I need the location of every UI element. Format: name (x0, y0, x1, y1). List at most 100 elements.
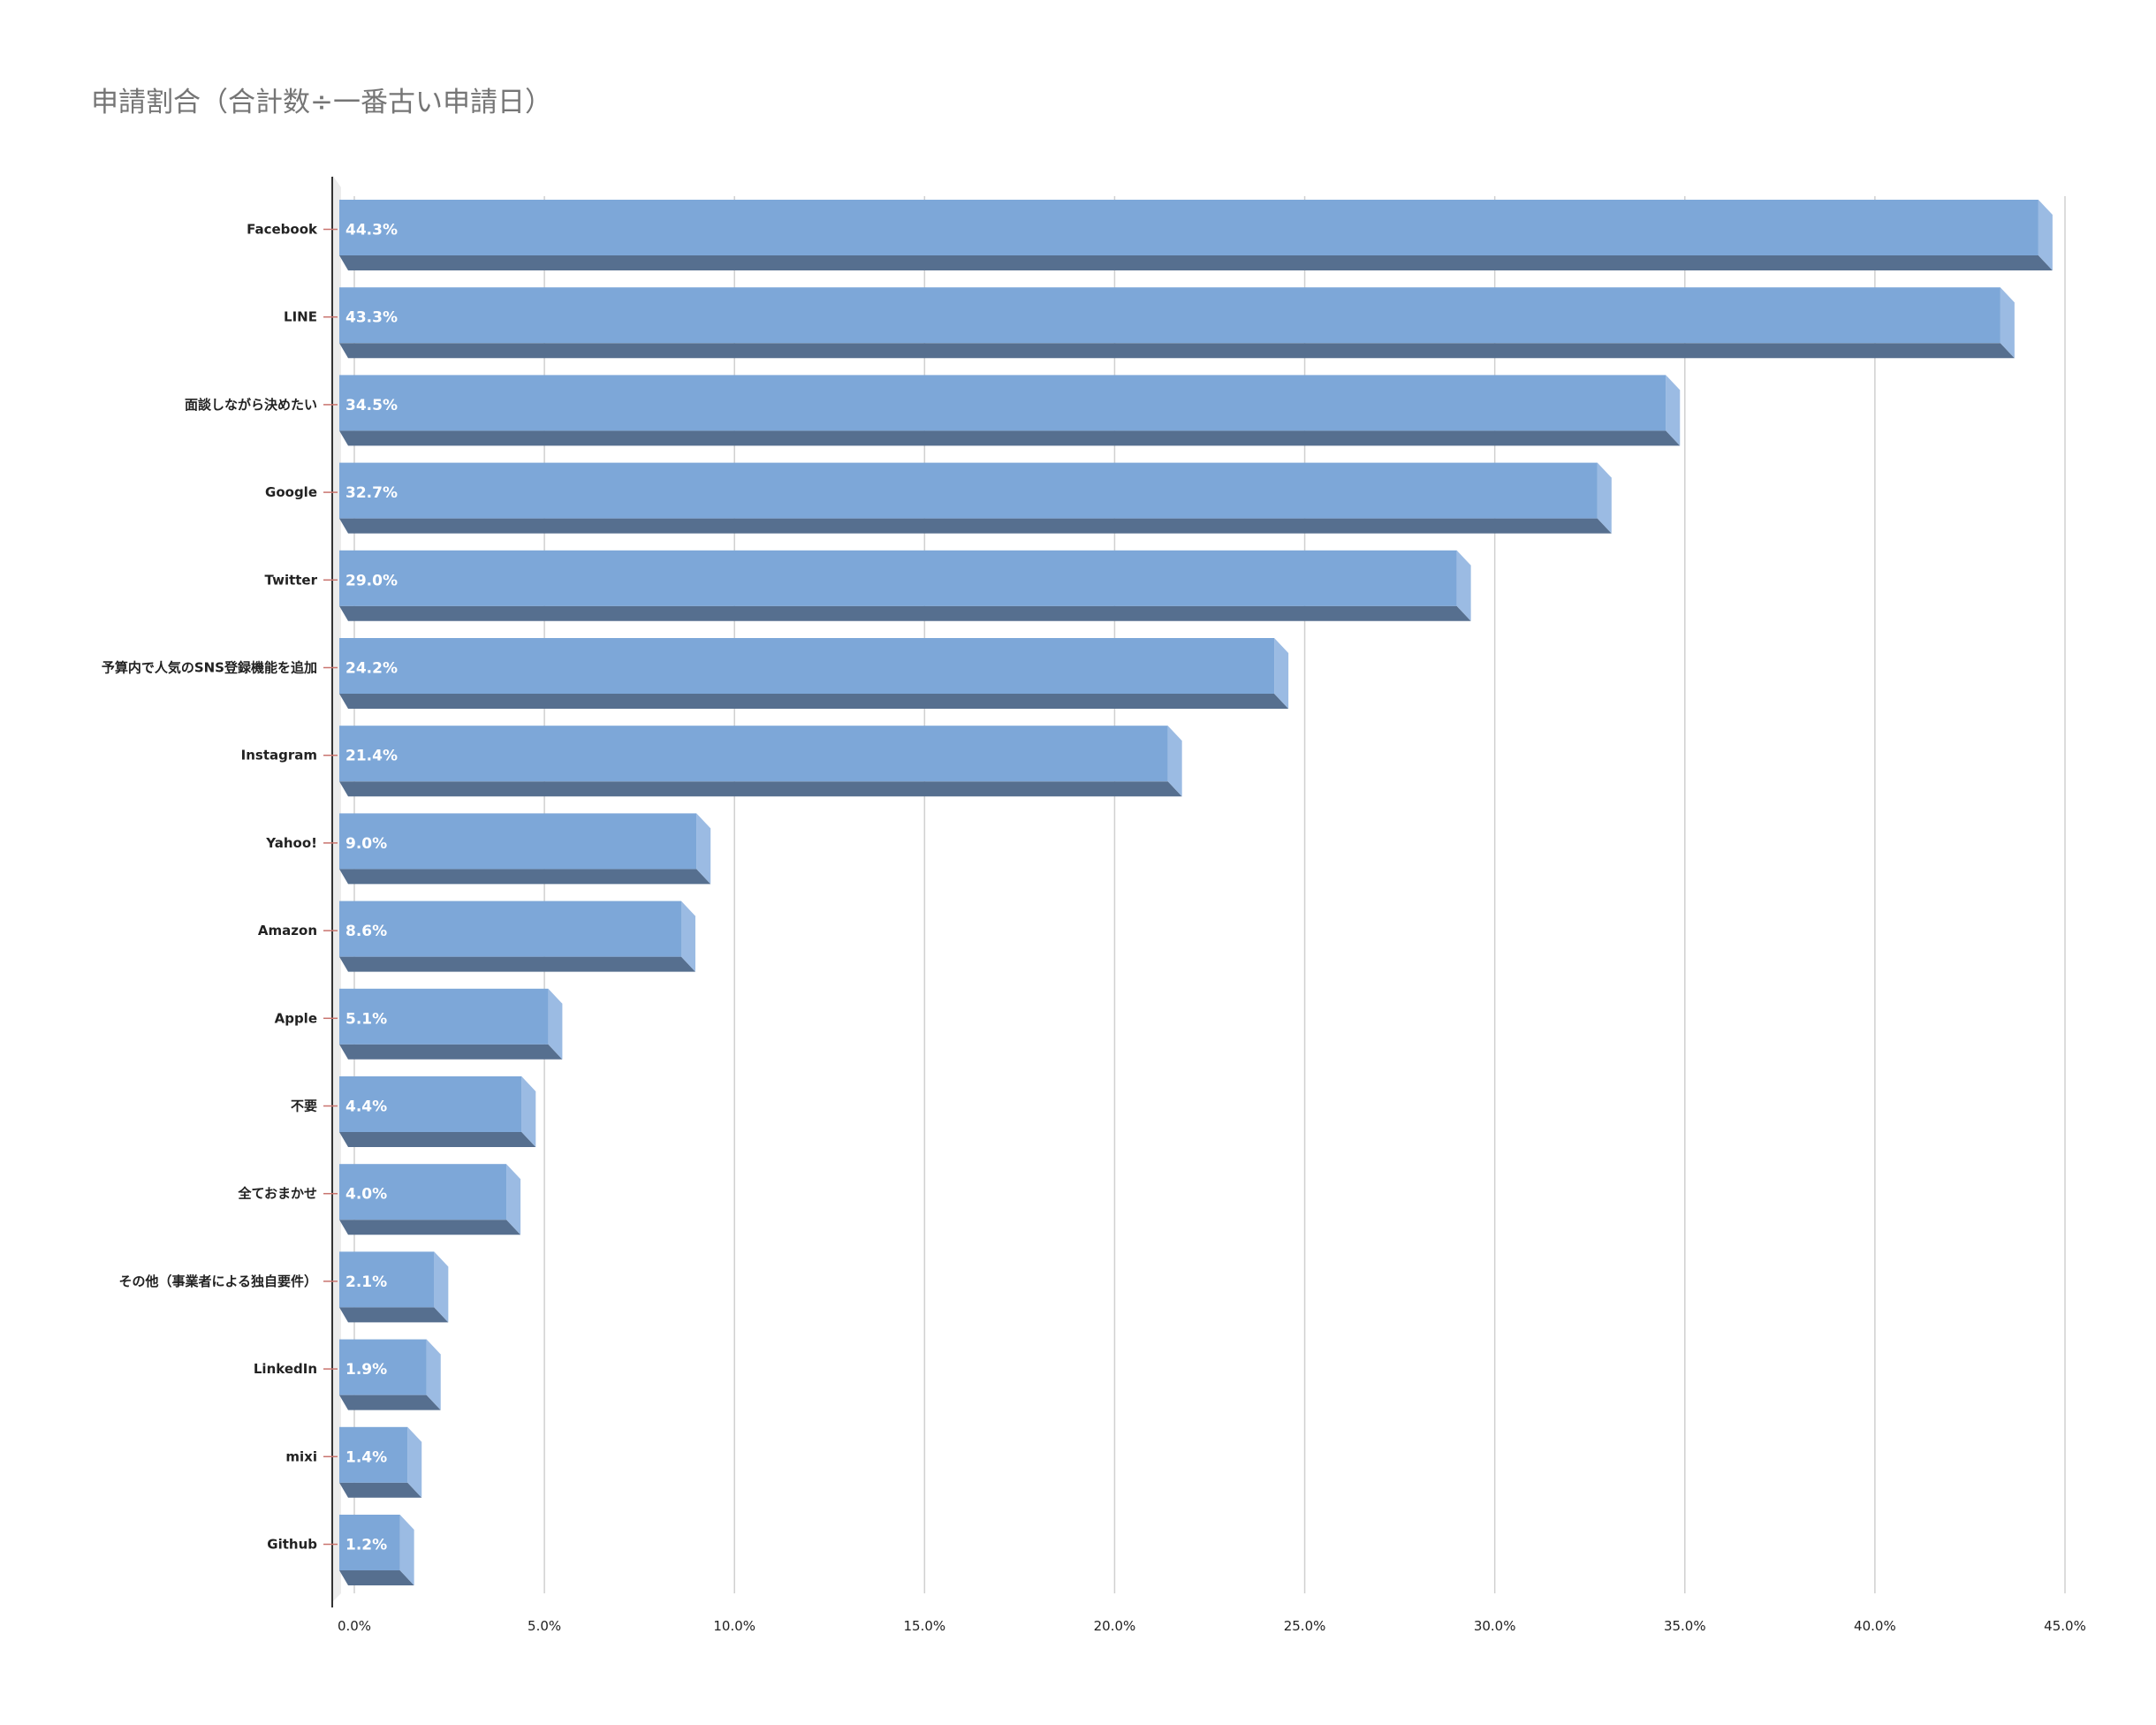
bar-bottom-face (339, 1570, 414, 1585)
data-label: 21.4% (345, 748, 398, 765)
bar-side-face (426, 1339, 441, 1410)
bar-side-face (548, 988, 563, 1060)
bar: 43.3% (339, 287, 2015, 359)
bar-front-face (339, 813, 697, 870)
bar-front-face (339, 462, 1598, 519)
plot-wall-side (332, 175, 341, 1602)
bar: 5.1% (339, 988, 563, 1060)
category-label: Instagram (241, 748, 317, 764)
category-label: Amazon (258, 923, 317, 938)
bar-front-face (339, 1339, 427, 1395)
bar-bottom-face (339, 518, 1612, 534)
bar-side-face (1274, 638, 1289, 709)
data-label: 29.0% (345, 572, 398, 589)
bar: 2.1% (339, 1251, 449, 1323)
bar-bottom-face (339, 781, 1182, 797)
bar: 29.0% (339, 550, 1471, 621)
bar-front-face (339, 375, 1666, 431)
bar-front-face (339, 1164, 507, 1220)
x-tick-label: 10.0% (713, 1618, 755, 1634)
bar-front-face (339, 550, 1457, 606)
data-label: 1.9% (345, 1361, 387, 1379)
bar-side-face (696, 813, 711, 885)
bar-bottom-face (339, 1132, 536, 1147)
bar-front-face (339, 1426, 408, 1483)
bar-side-face (506, 1164, 521, 1235)
data-label: 24.2% (345, 660, 398, 678)
data-label: 32.7% (345, 484, 398, 502)
bar-bottom-face (339, 605, 1471, 621)
bar: 1.4% (339, 1426, 422, 1498)
data-label: 34.5% (345, 397, 398, 414)
bar: 34.5% (339, 375, 1681, 446)
x-tick-label: 35.0% (1664, 1618, 1706, 1634)
category-label: LINE (284, 309, 317, 325)
data-label: 44.3% (345, 222, 398, 239)
bar-side-face (399, 1515, 414, 1585)
bar-bottom-face (339, 1482, 422, 1498)
data-label: 4.4% (345, 1098, 387, 1116)
bar: 4.4% (339, 1076, 536, 1147)
data-label: 4.0% (345, 1186, 387, 1204)
x-tick-label: 30.0% (1474, 1618, 1516, 1634)
bar: 21.4% (339, 726, 1182, 797)
x-tick-label: 25.0% (1284, 1618, 1326, 1634)
data-label: 1.2% (345, 1537, 387, 1554)
category-label: Google (265, 484, 317, 500)
bar-side-face (2038, 200, 2053, 270)
bar-front-face (339, 1515, 400, 1570)
x-tick-label: 0.0% (338, 1618, 371, 1634)
bar-front-face (339, 900, 681, 957)
x-tick-label: 20.0% (1094, 1618, 1136, 1634)
bar-bottom-face (339, 1044, 563, 1060)
data-label: 2.1% (345, 1273, 387, 1291)
bar-side-face (1666, 375, 1681, 446)
category-label: 不要 (291, 1098, 317, 1114)
bar-front-face (339, 200, 2038, 255)
bar-front-face (339, 1251, 435, 1308)
bar-side-face (1456, 550, 1471, 621)
bar-bottom-face (339, 343, 2015, 359)
bar: 4.0% (339, 1164, 521, 1235)
bar-front-face (339, 638, 1275, 694)
bar-bottom-face (339, 869, 711, 885)
bar: 1.9% (339, 1339, 441, 1410)
bar: 32.7% (339, 462, 1612, 534)
data-label: 1.4% (345, 1448, 387, 1466)
bar-front-face (339, 287, 2000, 344)
x-tick-label: 45.0% (2044, 1618, 2086, 1634)
bars: 44.3% 43.3% 34.5% 32.7% 29.0% 24.2% 21.4% 9.0% 8… (339, 200, 2053, 1585)
bar: 44.3% (339, 200, 2053, 270)
bar: 9.0% (339, 813, 711, 885)
bar-bottom-face (339, 1394, 441, 1410)
data-label: 5.1% (345, 1010, 387, 1028)
bar-side-face (1167, 726, 1182, 797)
category-label: 面談しながら決めたい (185, 397, 317, 413)
bar: 8.6% (339, 900, 695, 972)
data-label: 9.0% (345, 835, 387, 853)
axes: 0.0% 5.0% 10.0% 15.0% 20.0% 25.0% 30.0% 35.0% 40… (102, 177, 2086, 1634)
category-label: 予算内で人気のSNS登録機能を追加 (102, 660, 317, 676)
bar-side-face (521, 1076, 536, 1147)
x-tick-label: 15.0% (904, 1618, 946, 1634)
chart-title: 申請割合（合計数÷一番古い申請日） (91, 87, 552, 118)
bar-side-face (680, 900, 695, 972)
bar-side-face (1597, 462, 1612, 534)
category-label: Github (267, 1537, 317, 1553)
bar-side-face (2000, 287, 2015, 359)
bar-bottom-face (339, 1220, 521, 1235)
bar-bottom-face (339, 694, 1289, 709)
category-label: Twitter (265, 572, 318, 588)
bar: 1.2% (339, 1515, 414, 1585)
bar-front-face (339, 726, 1168, 782)
bar-bottom-face (339, 956, 695, 972)
category-label: Yahoo! (265, 835, 317, 851)
bar-bottom-face (339, 1307, 449, 1323)
category-label: 全ておまかせ (237, 1186, 317, 1202)
data-label: 43.3% (345, 309, 398, 327)
plot-wall (332, 175, 341, 1602)
bar-side-face (434, 1251, 449, 1323)
bar-front-face (339, 1076, 522, 1132)
